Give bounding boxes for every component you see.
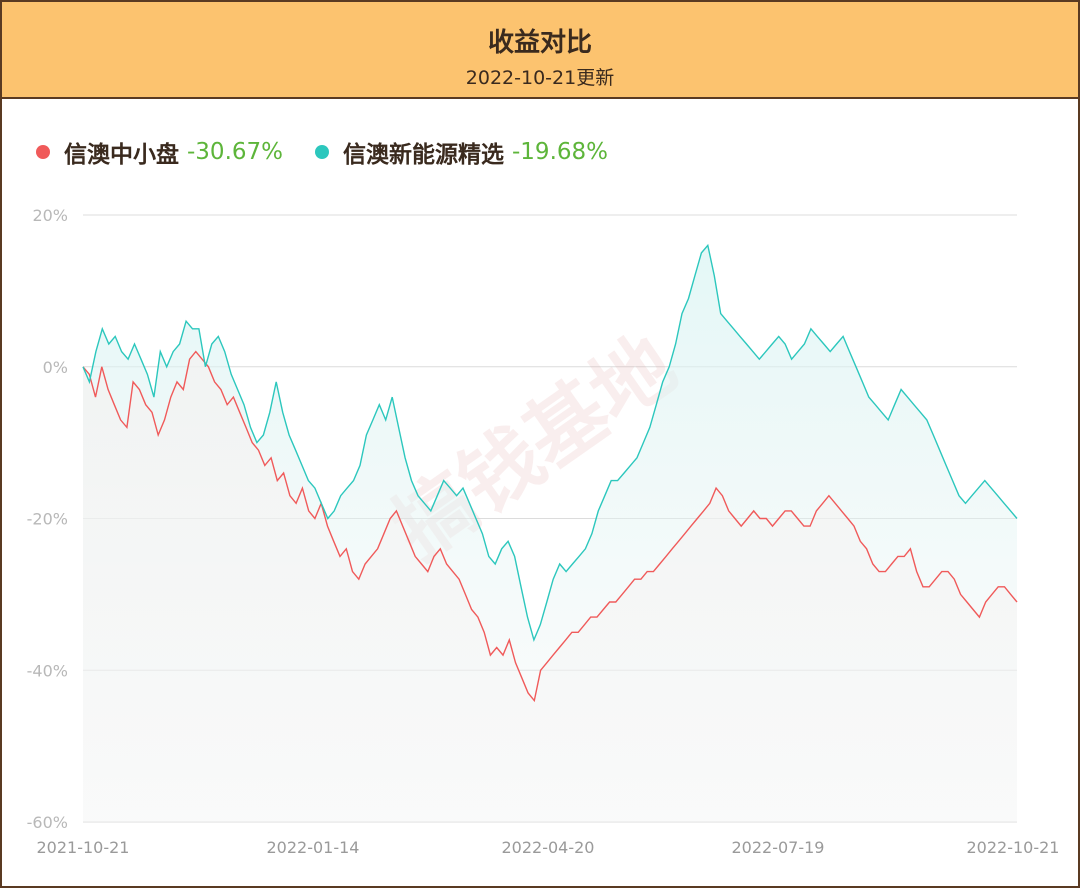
y-axis-ticks: 20% 0% -20% -40% -60%: [27, 206, 68, 832]
legend-dot-icon: [36, 145, 50, 159]
x-tick-label: 2021-10-21: [37, 838, 130, 857]
series-line-0: [82, 350, 1018, 703]
update-date: 2022-10-21更新: [465, 67, 615, 89]
series-line-1: [82, 243, 1018, 643]
x-tick-label: 2022-10-21: [967, 838, 1060, 857]
y-tick-label: 0%: [43, 358, 68, 377]
legend-item-xinnengyuan[interactable]: 信澳新能源精选 -19.68%: [315, 135, 608, 169]
legend-name: 信澳新能源精选: [343, 142, 504, 168]
x-tick-label: 2022-04-20: [502, 838, 595, 857]
legend-name: 信澳中小盘: [64, 142, 179, 168]
y-tick-label: -40%: [27, 661, 68, 680]
legend-dot-icon: [315, 145, 329, 159]
chart-header: 收益对比 2022-10-21更新: [2, 2, 1078, 99]
y-tick-label: -20%: [27, 510, 68, 529]
area-fills: [83, 245, 1017, 822]
x-tick-label: 2022-01-14: [267, 838, 360, 857]
series-lines: [82, 243, 1018, 703]
chart-title: 收益对比: [487, 28, 592, 58]
x-tick-label: 2022-07-19: [732, 838, 825, 857]
series-area-0: [83, 351, 1017, 822]
x-axis-ticks: 2021-10-21 2022-01-14 2022-04-20 2022-07-19…: [37, 838, 1060, 857]
legend-return-value: -30.67%: [187, 139, 283, 165]
y-tick-label: 20%: [32, 206, 68, 225]
legend-item-zhongxiaopan[interactable]: 信澳中小盘 -30.67%: [36, 135, 283, 169]
y-tick-label: -60%: [27, 813, 68, 832]
legend: 信澳中小盘 -30.67% 信澳新能源精选 -19.68%: [36, 135, 640, 169]
legend-return-value: -19.68%: [512, 139, 608, 165]
